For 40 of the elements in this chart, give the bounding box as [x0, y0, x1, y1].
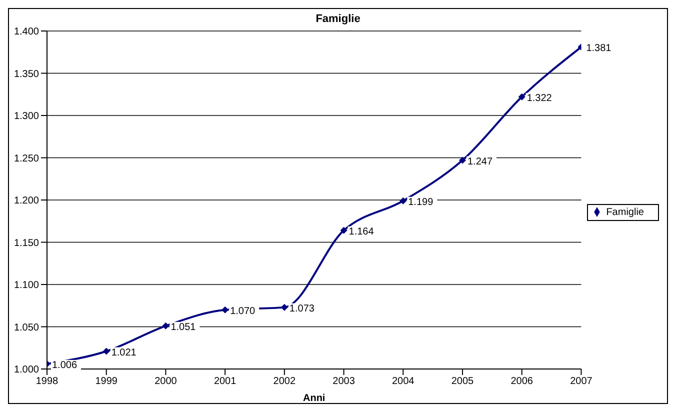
- y-tick-label: 1.050: [14, 322, 40, 334]
- data-label: 1.247: [467, 156, 493, 168]
- point: [102, 348, 110, 355]
- data-label: 1.051: [170, 322, 196, 333]
- data-label: 1.021: [111, 347, 137, 358]
- data-label: 1.322: [526, 92, 552, 104]
- x-tick-label: 1999: [95, 376, 118, 388]
- x-axis-title: Anni: [302, 393, 326, 404]
- x-tick-label: 2000: [154, 376, 178, 388]
- point: [518, 93, 526, 100]
- y-tick-label: 1.250: [14, 153, 40, 164]
- point: [280, 304, 288, 311]
- legend-label: Famiglie: [606, 206, 644, 218]
- chart-title: Famiglie: [314, 13, 362, 25]
- data-label: 1.381: [586, 43, 612, 54]
- x-tick-label: 2005: [451, 376, 474, 388]
- data-label: 1.073: [289, 303, 315, 314]
- point: [222, 306, 229, 314]
- point: [162, 322, 170, 330]
- data-label: 1.070: [230, 306, 256, 317]
- point: [400, 197, 407, 204]
- x-tick-label: 2004: [392, 376, 415, 388]
- y-tick-label: 1.100: [14, 280, 40, 292]
- point: [458, 156, 466, 164]
- x-tick-label: 1998: [36, 376, 59, 388]
- point: [340, 226, 348, 234]
- x-tick-label: 2002: [273, 376, 296, 388]
- x-tick-label: 2007: [570, 376, 593, 388]
- y-tick-label: 1.400: [14, 26, 40, 38]
- x-tick-label: 2003: [332, 376, 356, 388]
- x-tick-label: 2006: [510, 376, 534, 388]
- data-label: 1.199: [408, 196, 434, 208]
- data-label: 1.164: [348, 226, 374, 238]
- y-tick-label: 1.000: [14, 364, 40, 376]
- y-tick-label: 1.300: [14, 111, 40, 122]
- x-tick-label: 2001: [214, 376, 237, 388]
- y-tick-label: 1.200: [14, 196, 40, 207]
- y-tick-label: 1.350: [14, 68, 40, 80]
- data-label: 1.006: [52, 360, 78, 371]
- y-tick-label: 1.150: [14, 238, 40, 249]
